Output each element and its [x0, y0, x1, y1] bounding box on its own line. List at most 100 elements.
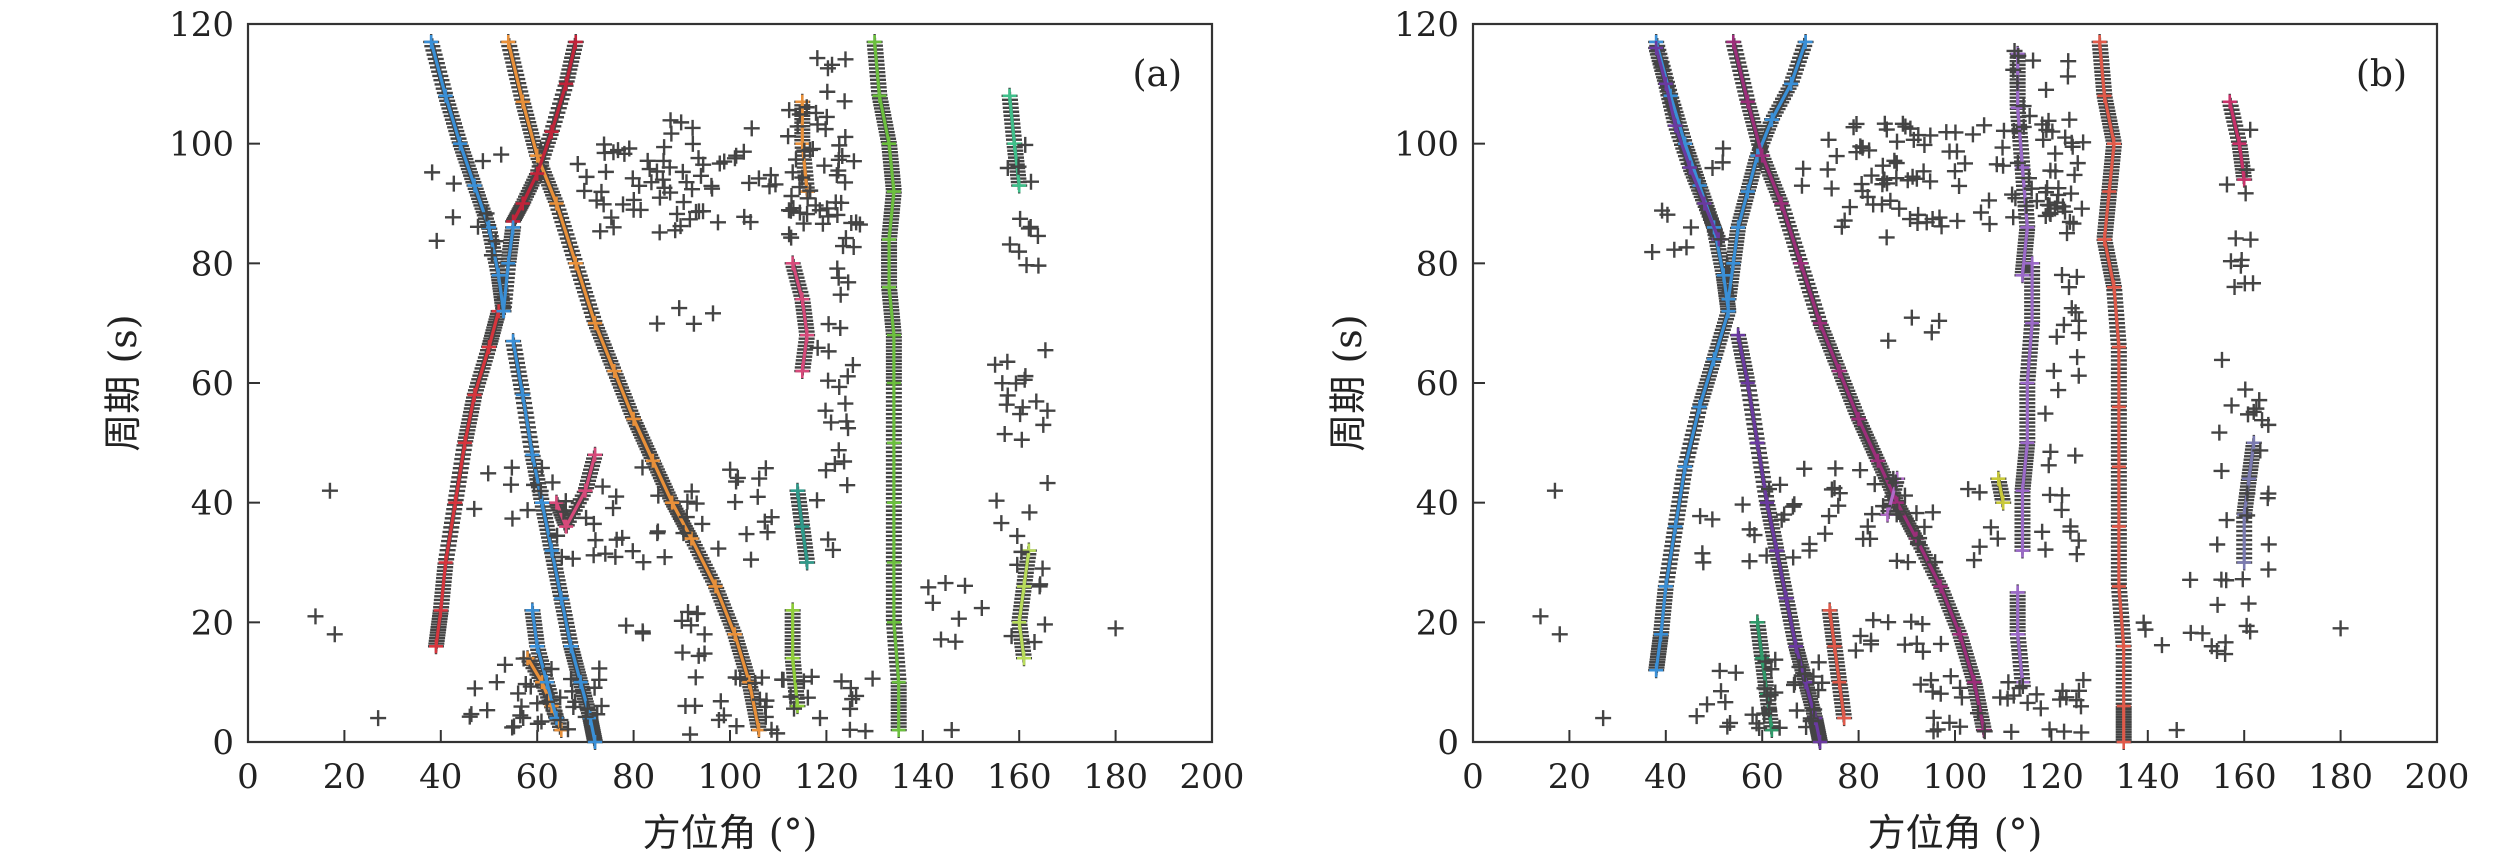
point-marker — [588, 192, 605, 209]
point-marker — [1891, 200, 1908, 217]
point-marker — [2069, 155, 2086, 172]
y-tick-label: 0 — [212, 723, 234, 763]
point-marker — [463, 706, 480, 723]
point-marker — [2111, 519, 2126, 534]
point-marker — [2252, 442, 2269, 459]
point-marker — [2237, 172, 2252, 187]
point-marker — [830, 442, 847, 459]
point-marker — [1734, 496, 1751, 513]
point-marker — [559, 76, 574, 91]
point-marker — [1925, 723, 1942, 740]
point-marker — [587, 532, 604, 549]
point-marker — [549, 527, 566, 544]
point-marker — [2226, 278, 2243, 295]
point-marker — [1007, 375, 1024, 392]
point-marker — [2025, 316, 2040, 331]
point-marker — [840, 420, 857, 437]
point-marker — [607, 364, 622, 379]
point-marker — [891, 675, 906, 690]
point-marker — [891, 723, 906, 738]
point-marker — [781, 226, 798, 243]
point-marker — [2044, 123, 2061, 140]
point-marker — [608, 531, 625, 548]
point-marker — [1847, 642, 1864, 659]
point-marker — [2037, 405, 2054, 422]
point-marker — [1863, 167, 1880, 184]
point-marker — [1952, 679, 1969, 696]
point-marker — [1760, 495, 1775, 510]
point-marker — [1951, 177, 1968, 194]
point-marker — [2070, 682, 2087, 699]
point-marker — [1982, 519, 1999, 536]
x-tick-label: 140 — [890, 757, 955, 797]
point-marker — [1886, 152, 1903, 169]
point-marker — [2073, 200, 2090, 217]
point-marker — [872, 88, 887, 103]
x-tick-label: 140 — [2115, 757, 2180, 797]
point-marker — [1861, 142, 1878, 159]
point-marker — [1713, 231, 1730, 248]
point-marker — [678, 509, 695, 526]
point-marker — [488, 674, 505, 691]
x-tick-label: 200 — [1180, 757, 1245, 797]
point-marker — [987, 356, 1004, 373]
point-marker — [1902, 211, 1919, 228]
point-marker — [1012, 178, 1027, 193]
point-marker — [1924, 504, 1941, 521]
point-marker — [1793, 177, 1810, 194]
point-marker — [2025, 52, 2042, 69]
point-marker — [1727, 664, 1744, 681]
point-marker — [1801, 542, 1818, 559]
point-marker — [594, 478, 611, 495]
point-marker — [692, 167, 709, 184]
point-marker — [2067, 447, 2084, 464]
y-tick-label: 60 — [191, 364, 234, 404]
point-marker — [549, 495, 564, 510]
point-marker — [1016, 371, 1033, 388]
point-marker — [1716, 268, 1731, 283]
point-marker — [1916, 136, 1933, 153]
point-marker — [529, 715, 546, 732]
point-marker — [568, 34, 583, 49]
point-marker — [783, 187, 800, 204]
point-marker — [1748, 715, 1765, 732]
point-marker — [2222, 94, 2237, 109]
point-marker — [1969, 705, 1986, 722]
point-marker — [1029, 227, 1046, 244]
x-tick-label: 120 — [2019, 757, 2084, 797]
point-marker — [1964, 126, 1981, 143]
point-marker — [2237, 185, 2254, 202]
point-marker — [483, 247, 500, 264]
point-marker — [588, 316, 603, 331]
point-marker — [1757, 653, 1774, 670]
point-marker — [466, 680, 483, 697]
point-marker — [886, 376, 901, 390]
track-line — [791, 262, 809, 372]
point-marker — [1882, 192, 1899, 209]
point-marker — [784, 164, 801, 181]
point-marker — [515, 709, 532, 726]
point-marker — [684, 135, 701, 152]
point-marker — [588, 735, 603, 749]
point-marker — [453, 136, 468, 151]
point-marker — [1971, 538, 1988, 555]
point-marker — [710, 540, 727, 557]
point-marker — [1922, 672, 1939, 689]
point-marker — [2259, 490, 2276, 507]
point-marker — [535, 495, 550, 510]
y-tick-label: 40 — [191, 484, 234, 524]
point-marker — [1758, 547, 1775, 564]
point-marker — [2003, 723, 2020, 740]
point-marker — [1678, 239, 1695, 256]
point-marker — [1810, 682, 1827, 699]
point-marker — [1771, 719, 1788, 736]
point-marker — [1012, 210, 1029, 227]
point-marker — [503, 459, 520, 476]
point-marker — [1022, 173, 1039, 190]
point-marker — [370, 710, 387, 727]
point-marker — [554, 591, 569, 606]
point-marker — [2073, 724, 2090, 741]
x-tick-label: 120 — [794, 757, 859, 797]
point-marker — [1784, 498, 1801, 515]
point-marker — [519, 502, 536, 519]
